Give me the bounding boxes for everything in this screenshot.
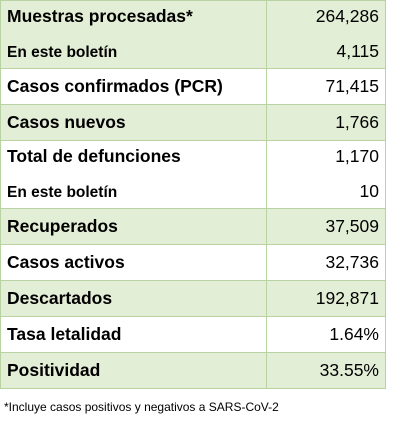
table-row-defunciones: Total de defunciones En este boletín 1,1… — [0, 140, 386, 209]
row-value-cell: 264,286 4,115 — [266, 0, 386, 69]
table-row-recuperados: Recuperados 37,509 — [0, 208, 386, 245]
row-value: 192,871 — [266, 280, 386, 317]
row-label: Casos confirmados (PCR) — [0, 68, 267, 105]
row-label: Muestras procesadas* — [7, 6, 193, 26]
table-row-confirmados: Casos confirmados (PCR) 71,415 — [0, 68, 386, 105]
row-label: Recuperados — [0, 208, 267, 245]
row-value: 1,170 — [335, 146, 379, 166]
table-row-letalidad: Tasa letalidad 1.64% — [0, 316, 386, 353]
table-row-nuevos: Casos nuevos 1,766 — [0, 104, 386, 141]
row-sub-value: 4,115 — [336, 41, 380, 61]
row-label: Descartados — [0, 280, 267, 317]
table-row-activos: Casos activos 32,736 — [0, 244, 386, 281]
row-value: 264,286 — [315, 6, 379, 26]
row-label-cell: Muestras procesadas* En este boletín — [0, 0, 267, 69]
row-value: 1.64% — [266, 316, 386, 353]
row-label-cell: Total de defunciones En este boletín — [0, 140, 267, 209]
table-row-positividad: Positividad 33.55% — [0, 352, 386, 389]
table-row-muestras: Muestras procesadas* En este boletín 264… — [0, 0, 386, 69]
row-value: 37,509 — [266, 208, 386, 245]
row-label: Total de defunciones — [7, 146, 181, 166]
row-value: 33.55% — [266, 352, 386, 389]
row-sub-label: En este boletín — [7, 184, 118, 201]
row-sub-value: 10 — [359, 181, 379, 201]
row-value: 32,736 — [266, 244, 386, 281]
stats-table: Muestras procesadas* En este boletín 264… — [0, 0, 386, 389]
table-row-descartados: Descartados 192,871 — [0, 280, 386, 317]
row-value: 1,766 — [266, 104, 386, 141]
row-label: Casos nuevos — [0, 104, 267, 141]
row-label: Positividad — [0, 352, 267, 389]
row-value: 71,415 — [266, 68, 386, 105]
row-sub-label: En este boletín — [7, 44, 118, 61]
footnote: *Incluye casos positivos y negativos a S… — [4, 400, 279, 414]
row-value-cell: 1,170 10 — [266, 140, 386, 209]
row-label: Casos activos — [0, 244, 267, 281]
row-label: Tasa letalidad — [0, 316, 267, 353]
